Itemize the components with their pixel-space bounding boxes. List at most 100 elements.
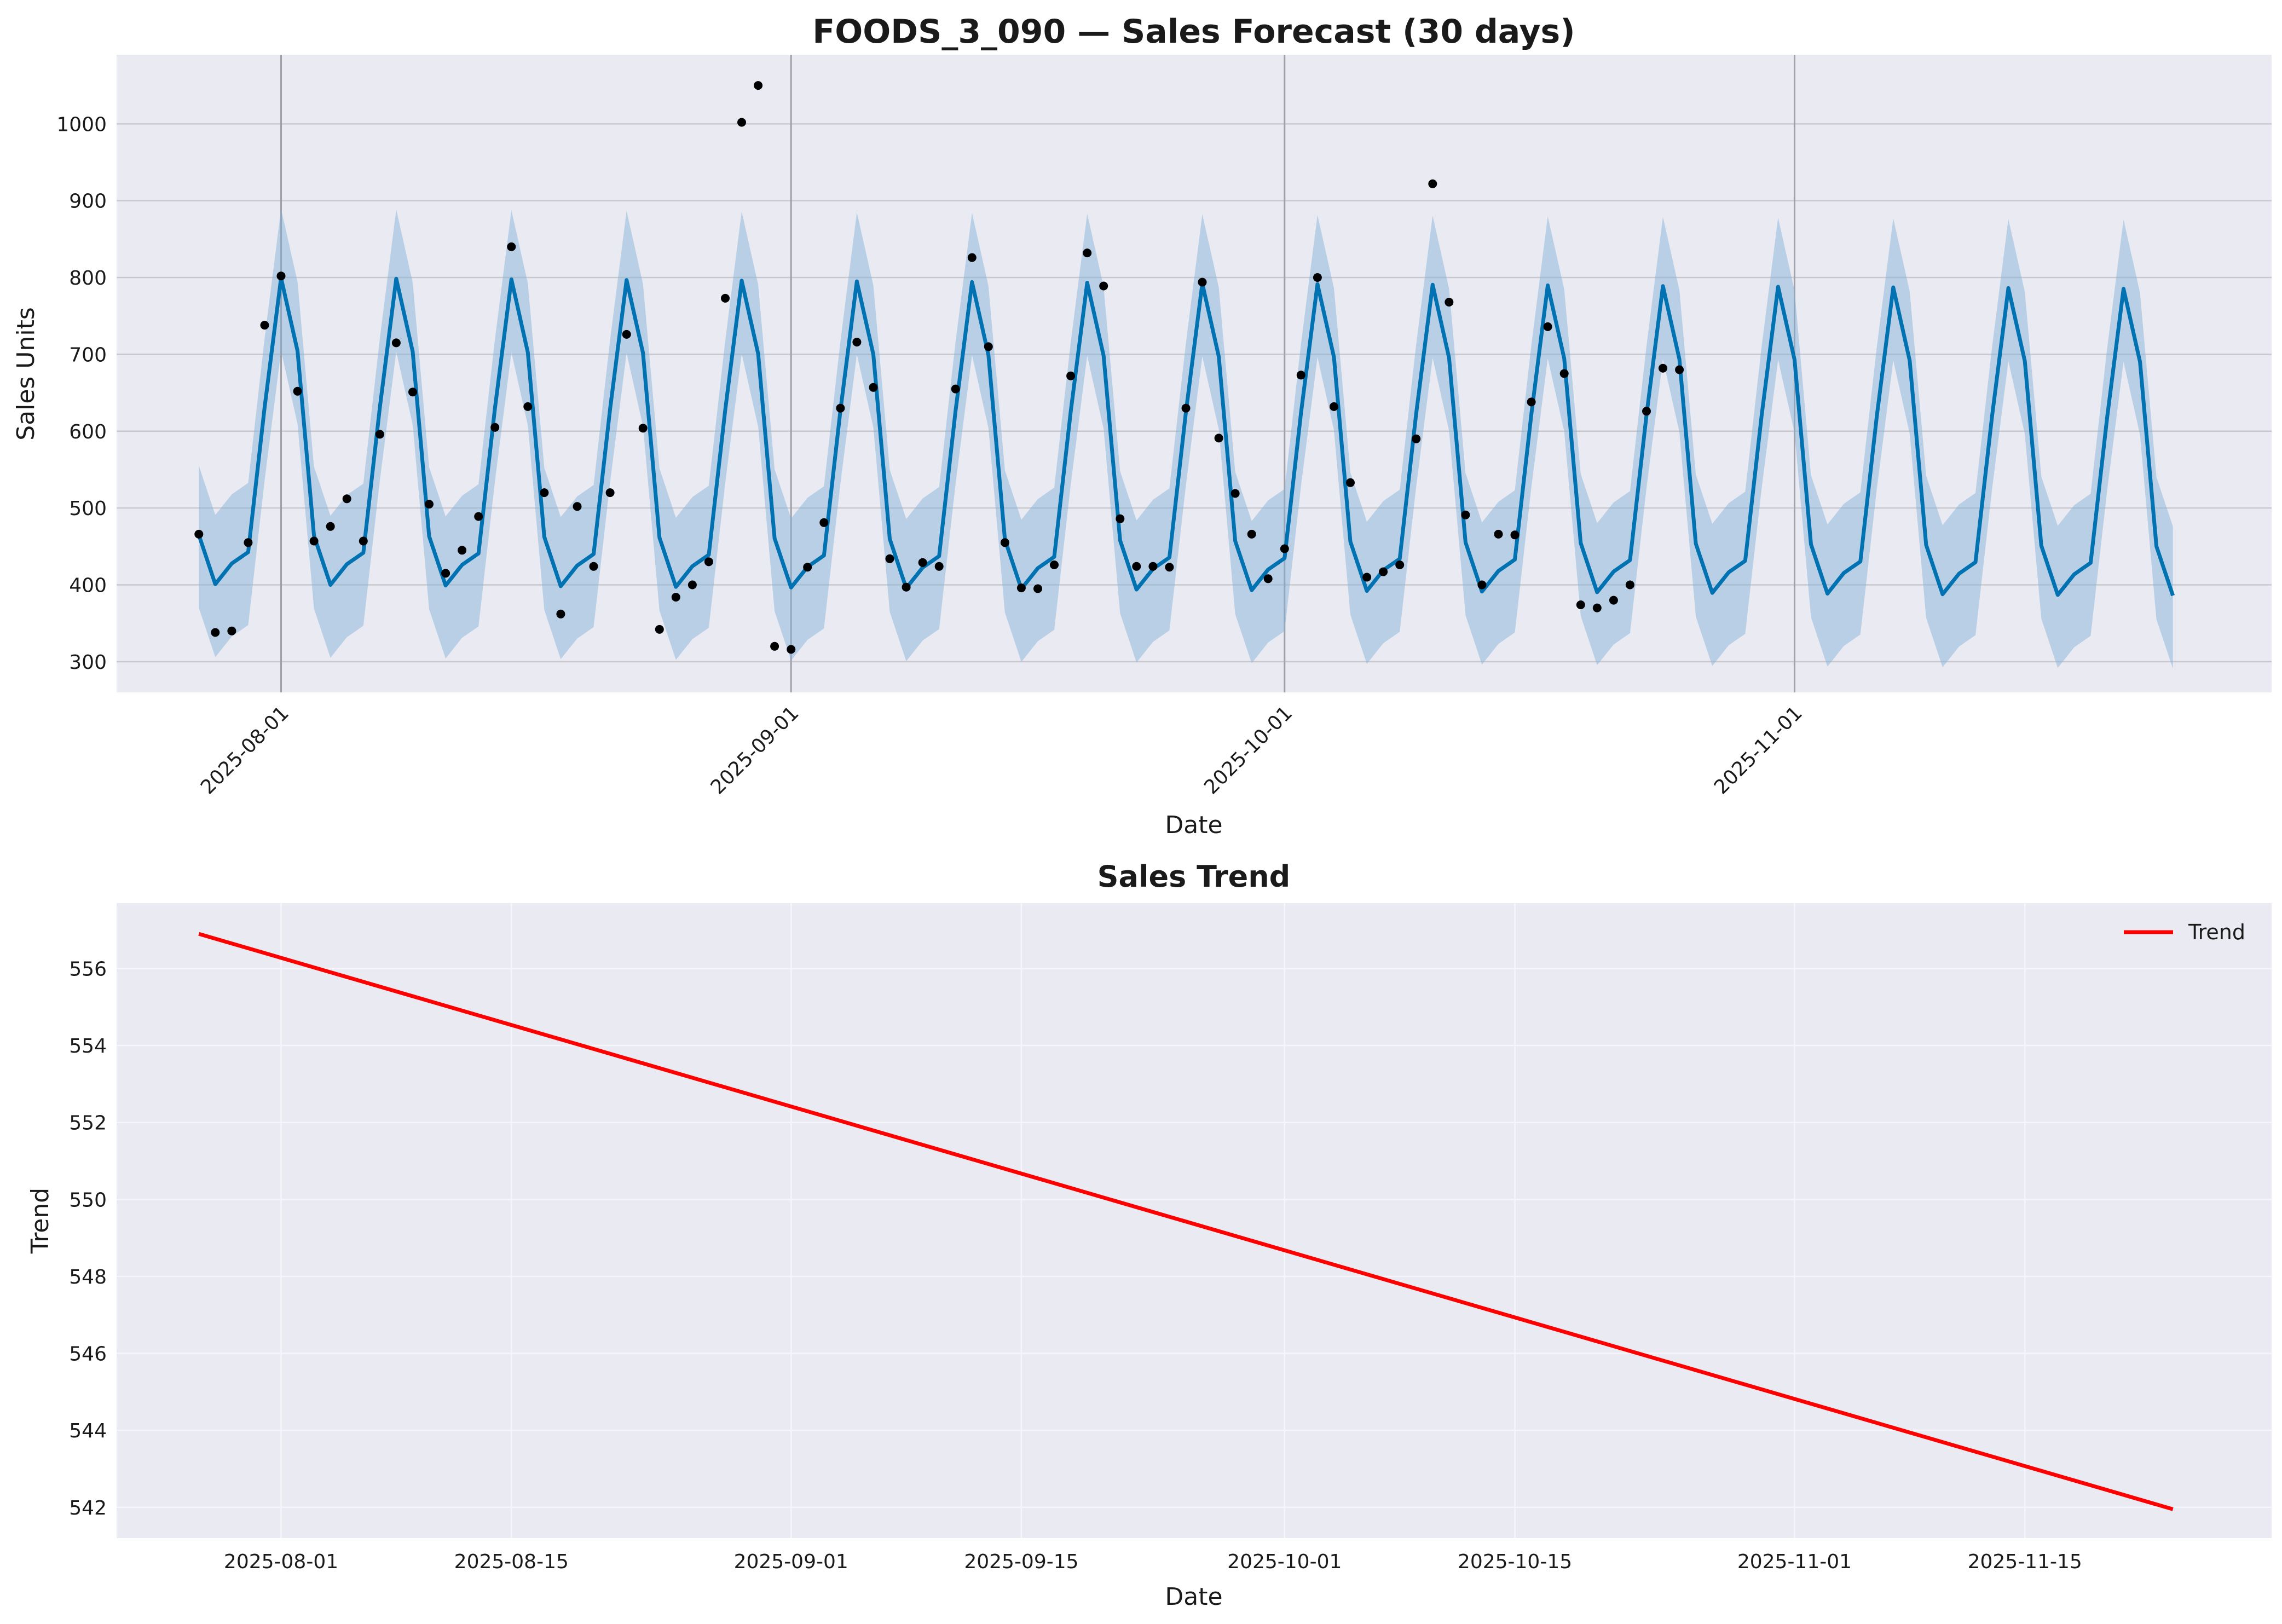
observed-point	[967, 253, 977, 262]
trend-y-tick-label: 548	[69, 1266, 107, 1288]
forecast-uncertainty-band	[199, 209, 2173, 669]
observed-point	[1395, 560, 1405, 569]
observed-point	[441, 569, 450, 578]
observed-point	[244, 538, 253, 547]
observed-point	[227, 626, 236, 635]
observed-point	[1083, 248, 1092, 258]
trend-x-tick-label: 2025-08-01	[224, 1551, 338, 1573]
observed-point	[1609, 596, 1618, 605]
observed-point	[309, 536, 319, 546]
forecast-x-tick-label: 2025-08-01	[197, 702, 293, 799]
observed-point	[540, 488, 549, 498]
trend-y-tick-label: 550	[69, 1189, 107, 1211]
trend-x-ticks: 2025-08-01 2025-08-15 2025-09-01 2025-09-15…	[224, 1551, 2082, 1573]
observed-point	[1198, 278, 1207, 287]
observed-point	[589, 562, 598, 571]
observed-point	[556, 609, 565, 619]
observed-point	[1412, 434, 1421, 443]
observed-point	[770, 641, 779, 651]
observed-point	[671, 593, 680, 602]
trend-y-tick-label: 554	[69, 1035, 107, 1057]
trend-legend: Trend	[2124, 920, 2245, 944]
forecast-x-tick-label: 2025-09-01	[707, 702, 804, 799]
observed-point	[1445, 298, 1454, 307]
trend-x-tick-label: 2025-11-15	[1968, 1551, 2082, 1573]
forecast-y-tick-label: 500	[69, 498, 107, 520]
observed-point	[490, 423, 500, 432]
observed-point	[293, 386, 302, 396]
observed-point	[1659, 363, 1667, 373]
observed-point	[1132, 562, 1141, 571]
observed-point	[704, 557, 713, 567]
trend-y-tick-label: 542	[69, 1497, 107, 1519]
observed-point	[1280, 544, 1289, 553]
observed-point	[1214, 434, 1223, 443]
forecast-x-axis-label: Date	[1165, 811, 1222, 839]
observed-point	[260, 321, 269, 330]
observed-point	[1675, 365, 1684, 374]
observed-point	[1296, 371, 1305, 380]
observed-point	[754, 81, 763, 90]
observed-point	[194, 529, 204, 539]
observed-point	[342, 494, 351, 504]
observed-point	[1000, 538, 1009, 547]
observed-points	[194, 81, 1684, 654]
trend-y-tick-label: 544	[69, 1420, 107, 1442]
observed-point	[1494, 529, 1503, 539]
observed-point	[1379, 567, 1388, 576]
observed-point	[1592, 603, 1602, 612]
observed-point	[852, 338, 862, 346]
observed-point	[1428, 179, 1437, 188]
forecast-x-tick-label: 2025-10-01	[1200, 702, 1297, 799]
observed-point	[359, 536, 368, 546]
observed-point	[1165, 563, 1174, 572]
forecast-y-tick-label: 400	[69, 574, 107, 597]
observed-point	[1313, 273, 1322, 282]
observed-point	[1559, 369, 1569, 378]
observed-point	[1510, 530, 1520, 540]
observed-point	[787, 645, 796, 654]
trend-grid	[117, 903, 2272, 1538]
trend-y-tick-label: 552	[69, 1112, 107, 1135]
observed-point	[573, 502, 582, 511]
forecast-y-tick-label: 900	[69, 190, 107, 213]
observed-point	[425, 500, 434, 509]
observed-point	[1230, 489, 1240, 498]
trend-x-tick-label: 2025-10-01	[1227, 1551, 1342, 1573]
forecast-y-ticks: 300 400 500 600 700 800 900 1000	[56, 113, 107, 674]
observed-point	[737, 118, 746, 127]
forecast-y-tick-label: 600	[69, 421, 107, 443]
observed-point	[1625, 580, 1634, 590]
observed-point	[1066, 371, 1076, 380]
trend-y-tick-label: 546	[69, 1343, 107, 1366]
observed-point	[1330, 402, 1338, 411]
observed-point	[951, 384, 960, 394]
observed-point	[474, 512, 483, 521]
observed-point	[1050, 560, 1059, 569]
observed-point	[622, 330, 631, 339]
observed-point	[1099, 281, 1108, 291]
observed-point	[1148, 562, 1158, 571]
observed-point	[902, 582, 911, 592]
observed-point	[1543, 322, 1552, 331]
observed-point	[1477, 580, 1487, 590]
observed-point	[211, 628, 220, 637]
observed-point	[1247, 529, 1256, 539]
observed-point	[276, 271, 286, 281]
forecast-grid	[117, 123, 2272, 663]
observed-point	[885, 554, 894, 563]
forecast-x-ticks: 2025-08-01 2025-09-01 2025-10-01 2025-11-01	[197, 702, 1807, 799]
observed-point	[1181, 403, 1191, 413]
observed-point	[458, 546, 467, 555]
forecast-y-tick-label: 700	[69, 344, 107, 366]
forecast-x-tick-label: 2025-11-01	[1710, 702, 1807, 799]
observed-point	[655, 625, 664, 634]
trend-y-ticks: 542 544 546 548 550 552 554 556	[69, 958, 107, 1519]
observed-point	[1576, 600, 1585, 609]
observed-point	[638, 424, 648, 433]
observed-point	[523, 402, 533, 411]
observed-point	[721, 293, 730, 303]
trend-title: Sales Trend	[1097, 859, 1291, 894]
